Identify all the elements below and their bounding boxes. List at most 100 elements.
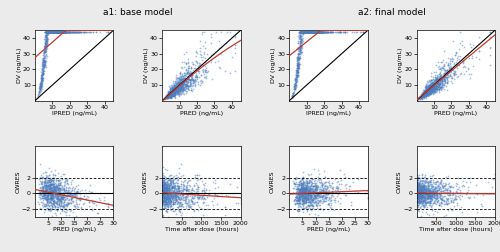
Point <box>47 183 55 187</box>
Point <box>422 91 430 96</box>
Point <box>291 82 299 86</box>
Point <box>305 30 313 34</box>
Point <box>63 30 71 34</box>
Point <box>57 202 65 206</box>
Point <box>198 80 206 84</box>
Point <box>414 187 422 191</box>
Point <box>54 195 62 199</box>
Point <box>414 208 422 212</box>
Point <box>328 189 336 193</box>
Point <box>178 82 186 86</box>
Point <box>416 195 424 199</box>
Point <box>56 30 64 34</box>
Point <box>41 30 49 34</box>
Point <box>295 201 303 205</box>
Point <box>306 187 314 191</box>
Point <box>464 188 471 193</box>
Point <box>49 30 57 34</box>
Point <box>44 30 52 34</box>
Point <box>54 202 62 206</box>
Point <box>292 83 300 87</box>
Point <box>430 85 438 89</box>
Point <box>422 93 430 97</box>
Point <box>318 188 326 192</box>
Point <box>432 86 440 90</box>
Point <box>302 186 310 190</box>
Point <box>62 30 70 34</box>
Point <box>424 86 432 90</box>
Point <box>320 190 328 194</box>
Point <box>170 188 178 192</box>
Point <box>290 83 298 87</box>
Point <box>232 36 239 40</box>
Point <box>302 30 310 34</box>
Point <box>302 188 310 192</box>
Point <box>304 30 312 34</box>
Point <box>162 95 170 99</box>
Point <box>416 198 424 202</box>
Point <box>308 196 316 200</box>
Point <box>43 187 51 191</box>
Point <box>170 186 178 190</box>
Point <box>416 186 424 191</box>
Point <box>432 75 440 79</box>
Point <box>292 195 300 199</box>
Point <box>178 77 186 81</box>
Point <box>44 186 52 190</box>
Point <box>54 197 62 201</box>
Point <box>414 178 422 182</box>
Point <box>168 90 176 94</box>
Point <box>182 60 190 65</box>
Point <box>46 30 54 34</box>
Point <box>192 66 200 70</box>
Point <box>300 30 308 34</box>
Point <box>168 195 176 199</box>
Point <box>433 196 441 200</box>
Point <box>158 178 166 182</box>
Point <box>427 81 435 85</box>
Point <box>63 202 71 206</box>
Point <box>48 193 56 197</box>
Point <box>42 202 50 206</box>
Point <box>310 188 318 192</box>
Point <box>170 91 177 95</box>
Point <box>307 30 315 34</box>
Point <box>204 203 212 207</box>
Point <box>60 30 68 34</box>
Point <box>52 188 60 192</box>
Point <box>164 178 172 182</box>
Point <box>40 59 48 63</box>
Point <box>314 30 322 34</box>
Point <box>64 190 72 194</box>
Point <box>222 41 230 45</box>
Point <box>49 186 57 190</box>
Point <box>180 83 188 87</box>
Point <box>167 93 175 98</box>
Point <box>180 65 188 69</box>
Point <box>420 199 428 203</box>
Point <box>38 175 46 179</box>
Point <box>420 93 428 98</box>
Point <box>36 189 44 193</box>
Point <box>45 30 53 34</box>
Point <box>412 187 420 191</box>
Point <box>338 178 345 182</box>
Point <box>66 30 74 34</box>
Point <box>185 72 193 76</box>
Point <box>49 30 57 34</box>
Point <box>50 30 58 34</box>
Point <box>426 197 434 201</box>
Point <box>447 199 455 203</box>
Point <box>54 30 62 34</box>
Point <box>180 195 188 199</box>
Point <box>443 88 451 92</box>
Point <box>302 30 310 34</box>
Point <box>296 183 304 187</box>
Point <box>436 72 444 76</box>
Point <box>316 177 324 181</box>
Point <box>420 90 428 94</box>
Point <box>298 30 306 34</box>
Point <box>316 203 324 207</box>
Point <box>436 192 444 196</box>
Point <box>307 30 315 34</box>
